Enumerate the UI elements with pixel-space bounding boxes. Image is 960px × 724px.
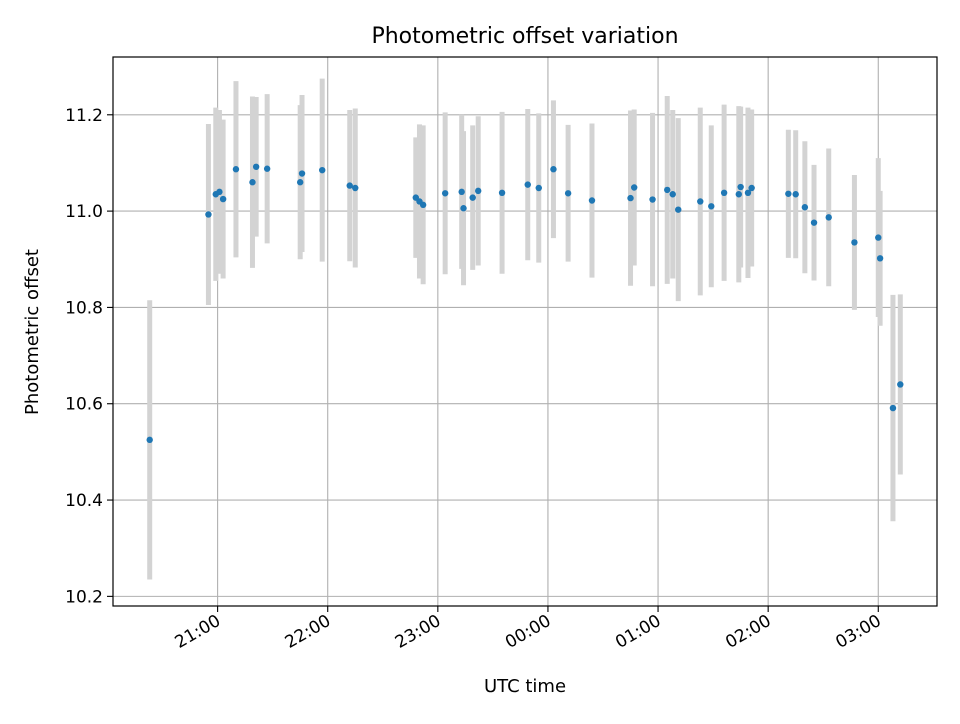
y-tick-label: 10.4 (65, 491, 103, 511)
x-tick-label: 00:00 (502, 611, 554, 653)
data-point (205, 211, 212, 218)
data-point (458, 188, 465, 196)
data-point (588, 197, 596, 204)
data-point (550, 166, 557, 173)
x-tick-label: 23:00 (392, 611, 444, 653)
data-point (720, 189, 728, 197)
data-point (249, 179, 256, 186)
data-point (708, 203, 715, 210)
data-point (735, 191, 742, 198)
data-point (419, 201, 427, 209)
x-axis-label: UTC time (484, 676, 566, 697)
data-point (232, 166, 240, 173)
chart-title: Photometric offset variation (371, 24, 678, 49)
y-tick-label: 10.6 (65, 395, 103, 415)
data-point (263, 165, 271, 172)
data-point (475, 187, 482, 195)
data-point (352, 184, 359, 192)
data-point (669, 191, 676, 198)
y-tick-label: 11.0 (65, 202, 103, 222)
data-point (346, 182, 353, 189)
data-point (664, 186, 671, 194)
data-point (498, 189, 506, 197)
data-point (748, 184, 755, 192)
data-point (524, 181, 531, 188)
data-point (876, 255, 884, 262)
data-point (460, 205, 467, 212)
data-point (697, 198, 704, 205)
data-point (801, 204, 809, 211)
data-point (785, 190, 792, 197)
y-tick-layer: 10.2 10.4 10.6 10.8 11.0 11.2 (65, 106, 113, 607)
data-point (825, 214, 832, 221)
data-point (441, 190, 449, 197)
data-point (469, 194, 476, 201)
data-point (792, 191, 799, 198)
data-point (216, 188, 223, 196)
data-point (675, 206, 682, 213)
data-point (319, 166, 326, 174)
data-point (889, 404, 897, 412)
data-point (630, 184, 638, 191)
marker-layer (146, 163, 904, 444)
data-point (810, 219, 818, 226)
plot-frame (112, 56, 938, 607)
x-tick-layer: 21:00 22:00 23:00 00:00 01:00 02:00 03:00 (172, 606, 885, 653)
data-point (649, 196, 656, 203)
data-point (737, 183, 744, 191)
x-tick-label: 22:00 (282, 611, 334, 653)
data-point (851, 239, 858, 246)
data-point (219, 195, 227, 203)
data-point (296, 179, 304, 186)
x-tick-label: 01:00 (612, 611, 664, 653)
data-point (535, 184, 542, 192)
data-point (627, 194, 634, 202)
data-point (252, 163, 260, 170)
y-axis-label: Photometric offset (22, 249, 43, 415)
data-point (146, 436, 153, 444)
errorbar-layer (147, 78, 903, 580)
data-point (875, 234, 882, 241)
data-point (897, 381, 904, 388)
x-tick-label: 02:00 (722, 611, 774, 653)
data-point (744, 189, 752, 197)
y-tick-label: 10.2 (65, 587, 103, 607)
y-tick-label: 11.2 (65, 106, 103, 126)
y-tick-label: 10.8 (65, 298, 103, 318)
x-tick-label: 03:00 (832, 611, 884, 653)
data-point (564, 190, 572, 197)
data-point (298, 170, 306, 177)
x-tick-label: 21:00 (172, 611, 224, 653)
